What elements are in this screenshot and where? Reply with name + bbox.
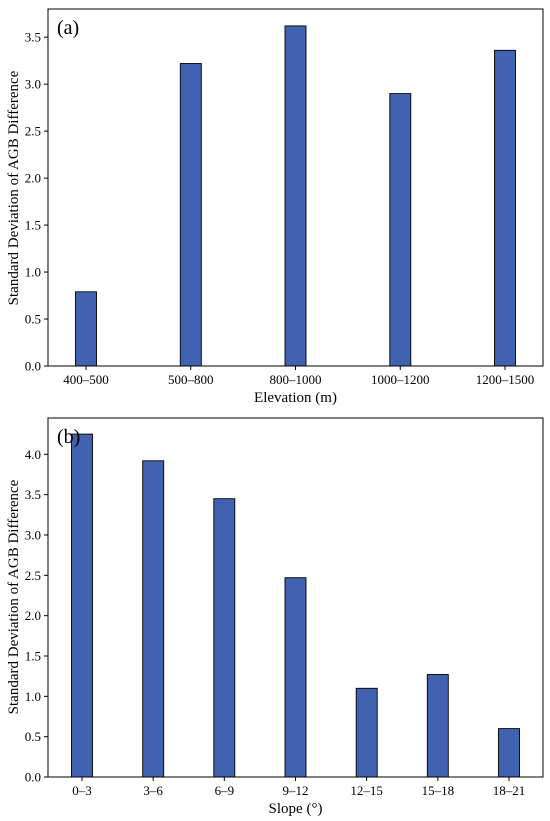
y-tick-label: 3.0 — [25, 527, 41, 542]
panel-label: (b) — [57, 426, 80, 448]
x-tick-label: 18–21 — [493, 783, 526, 798]
y-tick-label: 2.0 — [25, 171, 41, 186]
y-tick-label: 1.0 — [25, 689, 41, 704]
y-tick-label: 2.0 — [25, 608, 41, 623]
bar-18–21 — [498, 728, 520, 778]
y-tick-label: 2.5 — [25, 568, 41, 583]
y-tick-label: 3.5 — [25, 30, 41, 45]
x-tick-label: 3–6 — [143, 783, 163, 798]
x-tick-label: 12–15 — [350, 783, 383, 798]
bar-12–15 — [355, 687, 378, 778]
y-tick-label: 3.5 — [25, 487, 41, 502]
y-axis-label: Standard Deviation of AGB Difference — [6, 479, 22, 714]
x-tick-label: 6–9 — [215, 783, 235, 798]
x-tick-label: 400–500 — [63, 372, 109, 387]
y-tick-label: 1.0 — [25, 265, 41, 280]
chart-panel-b: 0.0 0.5 1.0 1.5 2.0 2.5 3.0 3.5 4.0 0–3 3–6 6–9 9–12… — [6, 417, 544, 817]
y-tick-label: 4.0 — [25, 447, 41, 462]
bar-3–6 — [142, 460, 165, 778]
x-tick-label: 15–18 — [422, 783, 455, 798]
y-tick-label: 2.5 — [25, 124, 41, 139]
y-tick-label: 1.5 — [25, 648, 41, 663]
x-tick-label: 9–12 — [283, 783, 309, 798]
bar-6–9 — [213, 498, 236, 778]
x-axis-label: Elevation (m) — [254, 390, 337, 406]
panel-label: (a) — [57, 17, 79, 39]
bar-9–12 — [284, 577, 307, 778]
bar-400–500 — [75, 291, 97, 367]
y-tick-label: 0.0 — [25, 770, 41, 785]
bar-15–18 — [426, 674, 449, 778]
bar-1200–1500 — [494, 49, 516, 367]
x-tick-label: 500–800 — [168, 372, 214, 387]
x-axis-label: Slope (°) — [269, 801, 323, 817]
x-tick-label: 1000–1200 — [371, 372, 430, 387]
y-tick-label: 3.0 — [25, 77, 41, 92]
y-axis-label: Standard Deviation of AGB Difference — [6, 70, 22, 305]
x-tick-label: 1200–1500 — [476, 372, 535, 387]
chart-panel-a: 0.0 0.5 1.0 1.5 2.0 2.5 3.0 3.5 400–500 500–800 80… — [6, 8, 544, 406]
bar-0–3 — [71, 433, 93, 778]
x-tick-label: 0–3 — [72, 783, 92, 798]
y-tick-label: 0.0 — [25, 359, 41, 374]
bar-1000–1200 — [389, 93, 412, 367]
bar-500–800 — [179, 63, 202, 367]
y-tick-label: 0.5 — [25, 729, 41, 744]
y-tick-label: 0.5 — [25, 312, 41, 327]
x-tick-label: 800–1000 — [270, 372, 322, 387]
y-tick-label: 1.5 — [25, 218, 41, 233]
bar-800–1000 — [284, 25, 307, 367]
